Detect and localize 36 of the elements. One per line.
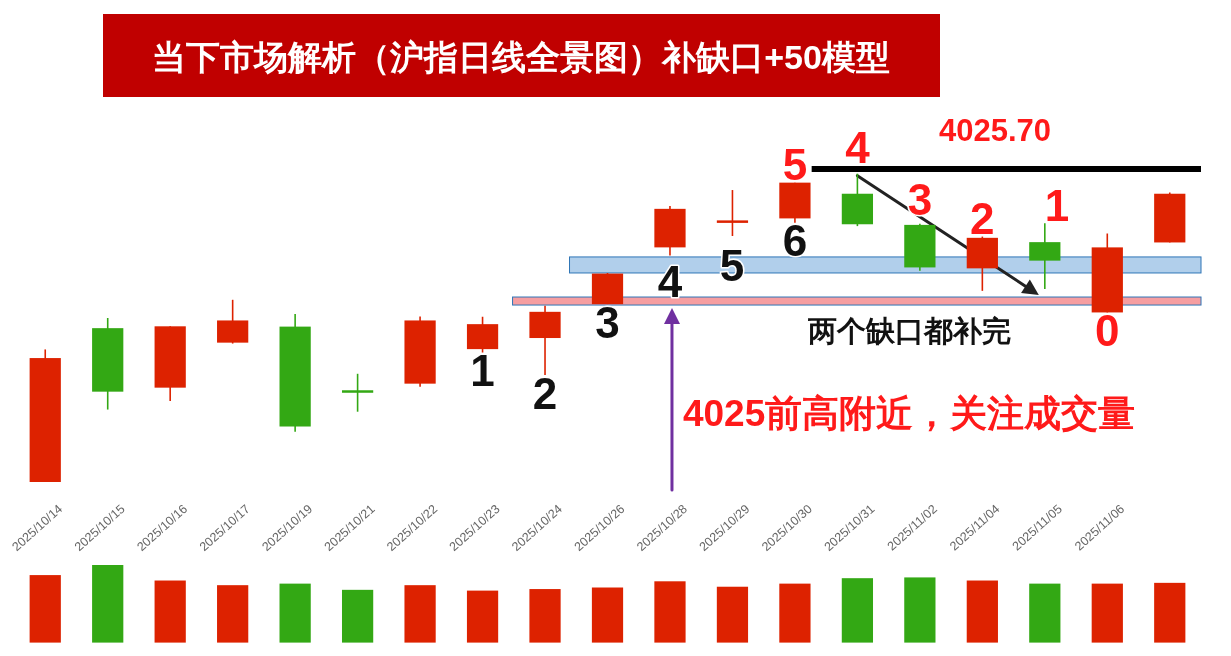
bar xyxy=(841,578,874,643)
bar xyxy=(466,590,499,643)
bar xyxy=(529,589,561,643)
annotation: 两个缺口都补完 xyxy=(807,315,1012,348)
bar xyxy=(92,565,124,643)
candlestick xyxy=(716,189,749,237)
bar xyxy=(716,586,749,643)
annotation: 6 xyxy=(782,216,808,266)
annotation: 1 xyxy=(470,346,495,396)
bar xyxy=(341,589,374,643)
annotation: 2 xyxy=(532,368,558,418)
bar xyxy=(279,583,311,643)
bar xyxy=(966,580,998,643)
annotation: 3 xyxy=(595,297,620,347)
bar xyxy=(591,587,624,643)
bar xyxy=(654,581,686,643)
bar xyxy=(154,580,186,643)
annotation: 4 xyxy=(845,123,871,173)
bar xyxy=(29,575,61,643)
annotation: 3 xyxy=(907,175,933,225)
bar xyxy=(404,585,436,643)
candlestick xyxy=(341,372,374,413)
annotation: 0 xyxy=(1095,305,1120,355)
text: 4025.70 xyxy=(938,112,1052,148)
bar xyxy=(1154,582,1186,643)
bar xyxy=(217,585,249,643)
bar xyxy=(1091,583,1123,643)
annotation: 5 xyxy=(719,240,745,290)
annotation: 1 xyxy=(1044,180,1070,230)
chart-title: 当下市场解析（沪指日线全景图）补缺口+50模型 xyxy=(152,38,890,76)
annotation: 4025前高附近，关注成交量 xyxy=(682,393,1136,435)
bar xyxy=(1029,583,1061,643)
annotation: 5 xyxy=(782,140,808,190)
bar xyxy=(779,583,811,643)
bar xyxy=(904,577,936,643)
annotation: 2 xyxy=(970,194,995,244)
